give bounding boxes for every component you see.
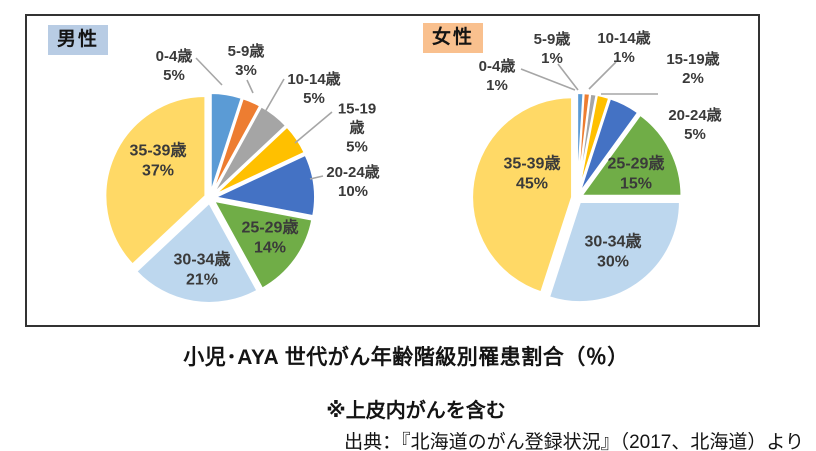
pie-slice-35-39歳 bbox=[104, 95, 207, 266]
chart-caption-title: 小児･AYA 世代がん年齢階級別罹患割合（％） bbox=[183, 346, 629, 369]
leader-line bbox=[246, 79, 254, 94]
pie-slice-25-29歳 bbox=[580, 113, 683, 197]
female-chart-tag: 女性 bbox=[423, 23, 484, 53]
male-chart-tag: 男性 bbox=[48, 25, 109, 55]
pie-slice-30-34歳 bbox=[135, 201, 259, 304]
leader-line bbox=[520, 68, 576, 91]
source-citation: 出典：『北海道のがん登録状況』（2017、北海道）より bbox=[344, 432, 804, 451]
leader-line bbox=[294, 111, 333, 144]
pie-slice-35-39歳 bbox=[471, 96, 574, 294]
leader-line bbox=[557, 63, 579, 91]
pie-slice-20-24歳 bbox=[213, 153, 316, 218]
pie-slice-10-14歳 bbox=[212, 105, 287, 196]
pie-slice-15-19歳 bbox=[213, 125, 306, 197]
chart-note: ※上皮内がんを含む bbox=[326, 400, 506, 422]
pie-slice-20-24歳 bbox=[578, 97, 640, 195]
pie-slice-15-19歳 bbox=[577, 93, 611, 195]
pie-slice-25-29歳 bbox=[213, 199, 314, 290]
leader-line bbox=[264, 78, 285, 113]
leader-line bbox=[588, 61, 617, 90]
pie-slice-5-9歳 bbox=[210, 97, 262, 195]
leader-line bbox=[309, 175, 324, 180]
leader-line bbox=[195, 57, 223, 86]
pie-slice-0-4歳 bbox=[209, 92, 243, 195]
pie-slice-30-34歳 bbox=[548, 201, 681, 304]
